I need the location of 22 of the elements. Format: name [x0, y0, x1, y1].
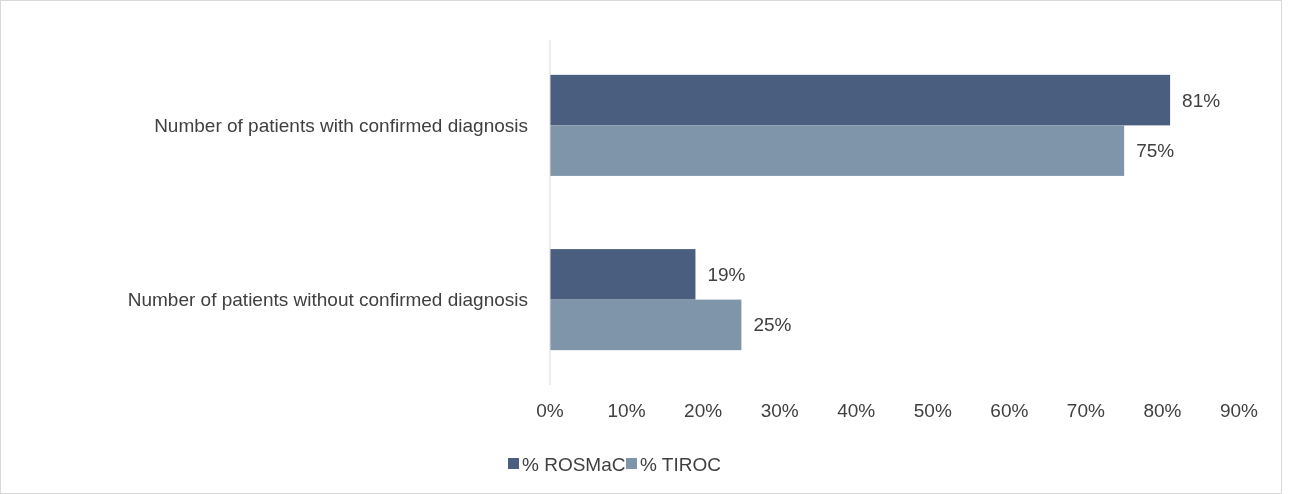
x-tick-label: 90%: [1219, 400, 1259, 421]
x-tick-label: 20%: [684, 400, 723, 421]
text: 81%: [1182, 89, 1221, 111]
legend-label: % TIROC: [640, 453, 721, 475]
x-tick-label: 50%: [913, 400, 952, 421]
bar: [550, 74, 1171, 126]
bar: [550, 299, 742, 351]
bar: [550, 249, 696, 300]
legend-label: % ROSMaC: [522, 453, 626, 475]
text: 19%: [707, 263, 746, 285]
y-tick-label: Number of patients without confirmed diagnosis: [127, 289, 528, 311]
x-tick-label: 70%: [1066, 400, 1106, 421]
x-tick-label: 40%: [837, 400, 876, 421]
bar: [550, 125, 1125, 176]
y-tick-label: Number of patients with confirmed diagnosis: [154, 114, 528, 136]
text: 75%: [1136, 140, 1175, 162]
x-tick-label: 0%: [536, 400, 564, 421]
x-tick-label: 10%: [607, 400, 646, 421]
text: 25%: [753, 314, 792, 336]
x-tick-label: 30%: [760, 400, 799, 421]
x-tick-label: 60%: [990, 400, 1029, 421]
x-tick-label: 80%: [1143, 400, 1182, 421]
